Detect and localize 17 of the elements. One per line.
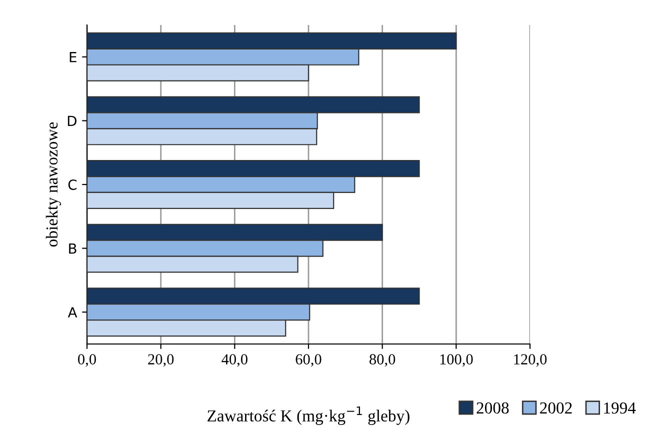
legend-label: 1994 (604, 402, 636, 414)
x-tick-label: 0,0 (78, 354, 96, 367)
y-tick-label: E (70, 52, 76, 62)
x-axis-title: Zawartość K (mg·kg$^{−1}$ gleby) (208, 406, 410, 425)
y-axis-title: obiekty nawozowe (46, 122, 62, 247)
x-tick-label: 60,0 (296, 354, 322, 367)
y-tick-label: C (68, 179, 77, 190)
x-tick-label: 20,0 (148, 354, 174, 367)
x-tick-label: 120,0 (514, 354, 547, 367)
x-tick-label: 100,0 (440, 354, 473, 367)
x-tick-label: 80,0 (370, 354, 396, 367)
y-tick-label: B (69, 243, 76, 254)
y-tick-label: D (68, 116, 76, 126)
legend-label: 2008 (476, 402, 509, 414)
x-tick-label: 40,0 (222, 354, 248, 367)
y-tick-label: A (68, 307, 78, 318)
legend-label: 2002 (540, 402, 572, 414)
